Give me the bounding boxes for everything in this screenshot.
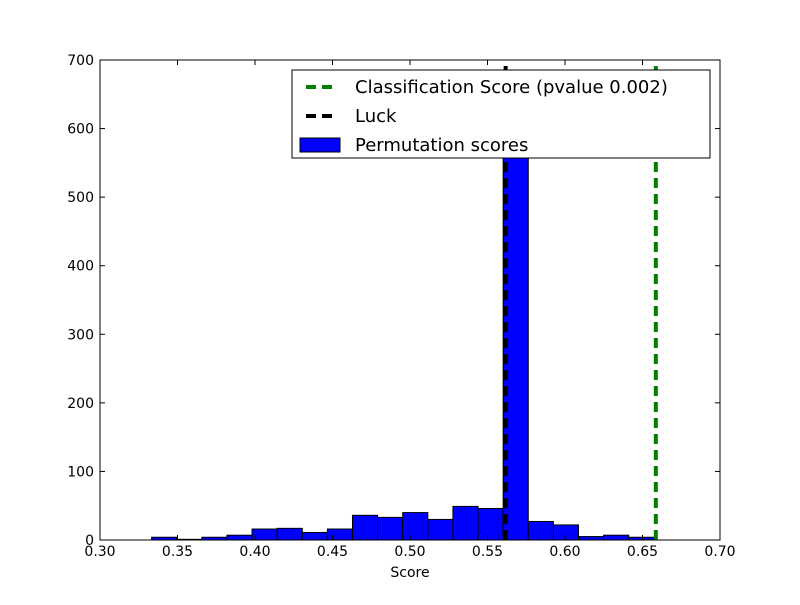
- y-tick-label: 200: [67, 396, 94, 412]
- histogram-bar: [351, 514, 379, 541]
- histogram-bar: [251, 528, 278, 541]
- legend-box: [291, 69, 711, 159]
- x-tick-label: 0.70: [704, 544, 735, 560]
- legend-bar-swatch: [299, 137, 341, 153]
- x-tick-label: 0.45: [317, 544, 348, 560]
- histogram-bar: [326, 528, 353, 541]
- y-tick-label: 0: [85, 533, 94, 549]
- y-tick-label: 100: [67, 464, 94, 480]
- histogram-bar: [552, 524, 579, 541]
- histogram-bar: [452, 505, 479, 541]
- histogram-bar: [377, 516, 404, 541]
- histogram-bar: [402, 512, 429, 541]
- x-tick-label: 0.65: [627, 544, 658, 560]
- x-tick-label: 0.50: [394, 544, 425, 560]
- histogram-bar: [577, 536, 605, 541]
- x-tick-label: 0.35: [162, 544, 193, 560]
- tick-group: 0.30 0.35 0.40 0.45 0.50 0.55 0.60 0.65 0.70 0 100…: [67, 53, 735, 560]
- y-tick-label: 600: [67, 122, 94, 138]
- histogram-bar: [527, 520, 554, 541]
- x-tick-label: 0.55: [472, 544, 503, 560]
- histogram-bar: [276, 527, 303, 541]
- legend-label: Luck: [355, 106, 397, 127]
- y-tick-label: 400: [67, 259, 94, 275]
- x-tick-label: 0.60: [549, 544, 580, 560]
- histogram-bar: [477, 507, 504, 541]
- legend-label: Permutation scores: [355, 135, 528, 156]
- histogram-bar: [603, 534, 630, 541]
- y-tick-label: 300: [67, 327, 94, 343]
- legend: Classification Score (pvalue 0.002) Luck P…: [291, 69, 711, 159]
- x-tick-label: 0.40: [239, 544, 270, 560]
- x-axis-label: Score: [390, 565, 429, 581]
- histogram-bar: [427, 518, 454, 541]
- y-tick-label: 500: [67, 190, 94, 206]
- histogram-bar: [301, 531, 328, 541]
- legend-label: Classification Score (pvalue 0.002): [355, 77, 668, 98]
- x-tick-label: 0.30: [84, 544, 115, 560]
- y-tick-label: 700: [67, 53, 94, 69]
- histogram-bar: [226, 534, 253, 541]
